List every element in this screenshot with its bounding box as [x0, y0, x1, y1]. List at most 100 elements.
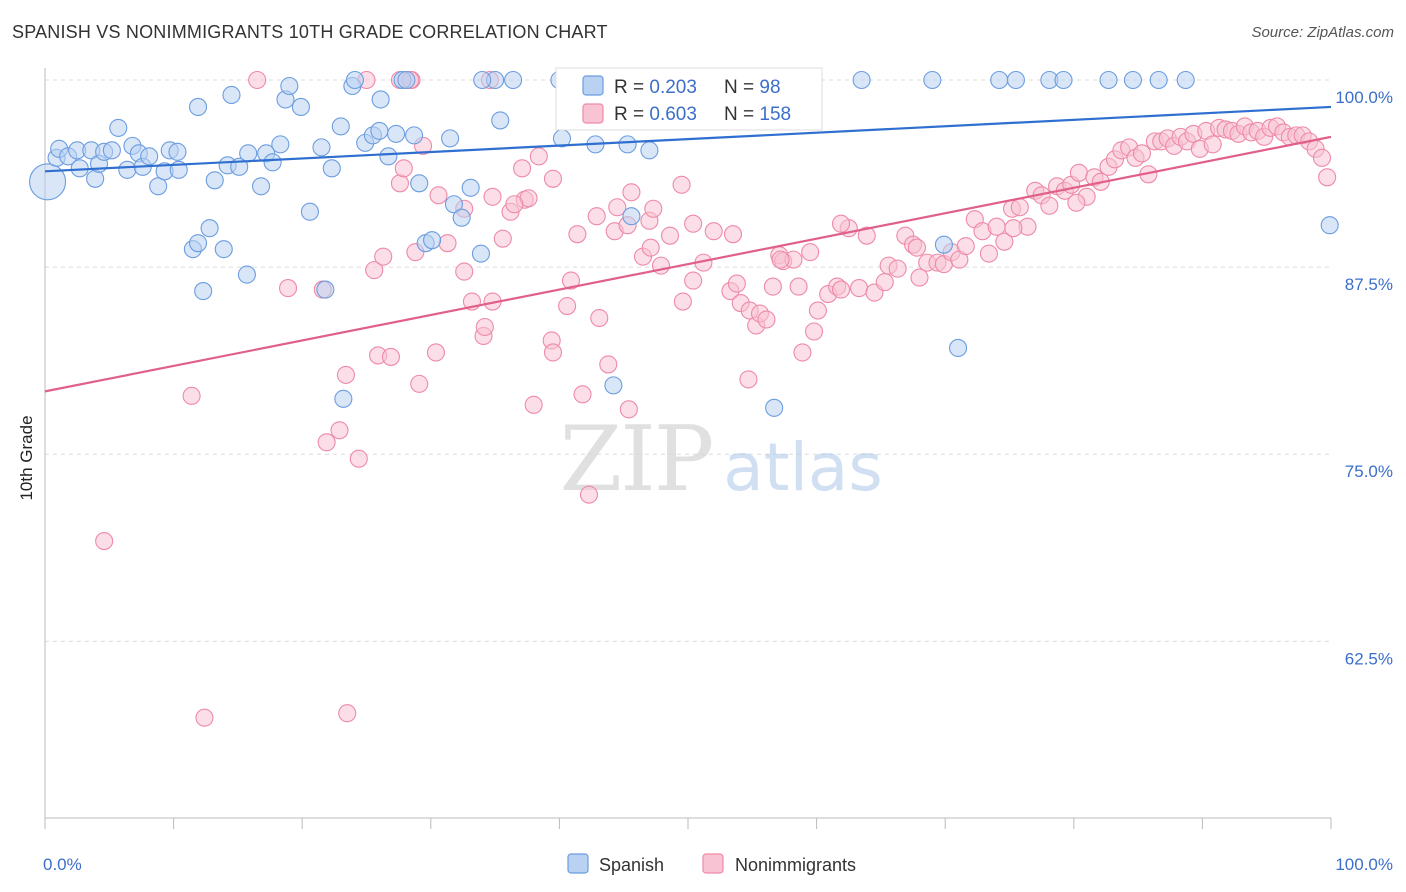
- spanish-point: [990, 70, 1009, 90]
- spanish-point: [118, 160, 137, 179]
- stats-n-label: N =: [724, 104, 759, 125]
- legend-item-nonimmigrants[interactable]: Nonimmigrants: [702, 853, 856, 875]
- nonimmigrants-point: [529, 147, 548, 166]
- nonimmigrants-point: [808, 301, 827, 320]
- spanish-point: [1176, 70, 1195, 90]
- svg-text:N = 158: N = 158: [724, 104, 791, 125]
- nonimmigrants-point: [95, 532, 114, 551]
- nonimmigrants-point: [888, 259, 907, 278]
- stats-n-value: 98: [759, 77, 780, 98]
- nonimmigrants-point: [660, 226, 680, 245]
- nonimmigrants-point: [831, 280, 851, 299]
- nonimmigrants-point: [573, 385, 592, 404]
- spanish-point: [949, 338, 968, 358]
- nonimmigrants-point: [849, 279, 869, 298]
- nonimmigrants-point: [394, 159, 413, 178]
- nonimmigrants-point: [1203, 135, 1222, 154]
- trend-lines: [44, 105, 1332, 393]
- nonimmigrants-point: [513, 159, 532, 178]
- nonimmigrants-point: [483, 187, 502, 206]
- spanish-point: [387, 124, 406, 143]
- nonimmigrants-point: [739, 370, 758, 389]
- spanish-point: [491, 111, 510, 130]
- nonimmigrants-point: [455, 262, 474, 281]
- nonimmigrants-point: [438, 234, 457, 253]
- spanish-point: [604, 376, 623, 395]
- nonimmigrants-swatch: [582, 103, 604, 124]
- nonimmigrants-point: [979, 244, 998, 263]
- nonimmigrants-point: [1004, 219, 1023, 238]
- y-tick-label: 87.5%: [1345, 275, 1393, 294]
- spanish-point: [397, 70, 416, 90]
- spanish-swatch: [582, 75, 604, 96]
- spanish-point: [618, 135, 637, 154]
- nonimmigrants-point: [365, 261, 384, 280]
- spanish-point: [504, 70, 523, 90]
- spanish-point: [444, 195, 463, 214]
- nonimmigrants-point: [579, 485, 599, 504]
- nonimmigrants-point: [804, 322, 824, 341]
- nonimmigrants-point: [644, 199, 663, 218]
- spanish-point: [405, 126, 424, 145]
- legend-label-spanish: Spanish: [599, 855, 664, 875]
- spanish-point: [188, 234, 208, 253]
- nonimmigrants-point: [684, 214, 703, 233]
- spanish-point: [140, 147, 159, 166]
- nonimmigrants-point: [543, 343, 563, 362]
- y-tick-label: 62.5%: [1345, 649, 1393, 668]
- spanish-point: [1149, 70, 1168, 90]
- stats-r-value: 0.603: [649, 104, 697, 125]
- nonimmigrants-point: [793, 343, 812, 362]
- spanish-point: [237, 265, 256, 284]
- nonimmigrants-point: [763, 277, 782, 296]
- nonimmigrants-point: [590, 308, 609, 328]
- nonimmigrants-point: [673, 292, 692, 311]
- nonimmigrants-trend-line: [44, 135, 1332, 393]
- spanish-point: [331, 117, 350, 136]
- nonimmigrants-point: [475, 317, 494, 337]
- spanish-point: [379, 147, 398, 166]
- spanish-point: [1123, 70, 1143, 90]
- nonimmigrants-point: [801, 243, 820, 262]
- nonimmigrants-point: [907, 238, 926, 257]
- nonimmigrants-point: [410, 374, 429, 393]
- spanish-point: [214, 240, 233, 259]
- nonimmigrants-point: [338, 704, 357, 723]
- x-tick-label: 100.0%: [1335, 855, 1393, 874]
- legend-item-spanish[interactable]: Spanish: [567, 853, 664, 875]
- nonimmigrants-point: [426, 343, 445, 362]
- spanish-point: [291, 97, 310, 116]
- nonimmigrants-point: [608, 198, 627, 217]
- svg-text:R = 0.603: R = 0.603: [614, 104, 697, 125]
- stats-row-spanish: R = 0.203 N = 98: [582, 75, 781, 98]
- spanish-point: [371, 90, 390, 109]
- nonimmigrants-point: [390, 174, 409, 193]
- spanish-point: [452, 208, 471, 227]
- nonimmigrants-point: [1318, 168, 1337, 187]
- spanish-point: [471, 244, 491, 263]
- spanish-point: [312, 138, 331, 157]
- nonimmigrants-point: [279, 279, 298, 298]
- legend-swatch-spanish: [567, 853, 589, 874]
- spanish-point: [280, 76, 299, 96]
- nonimmigrants-point: [622, 183, 641, 202]
- spanish-point: [205, 171, 224, 190]
- spanish-point: [923, 70, 942, 90]
- nonimmigrants-point: [831, 214, 851, 233]
- nonimmigrants-point: [723, 225, 743, 244]
- nonimmigrants-point: [524, 395, 543, 414]
- spanish-point: [194, 282, 213, 301]
- nonimmigrants-point: [995, 232, 1014, 251]
- nonimmigrants-point: [1067, 193, 1086, 212]
- spanish-point: [239, 144, 258, 163]
- nonimmigrants-point: [599, 355, 618, 374]
- spanish-point: [316, 280, 335, 299]
- spanish-point: [149, 177, 168, 196]
- nonimmigrants-point: [1040, 196, 1059, 215]
- nonimmigrants-point: [857, 226, 876, 245]
- spanish-point: [200, 219, 219, 238]
- spanish-point: [263, 153, 282, 172]
- nonimmigrants-point: [558, 296, 577, 316]
- nonimmigrants-point: [561, 271, 581, 290]
- nonimmigrants-point: [493, 229, 512, 248]
